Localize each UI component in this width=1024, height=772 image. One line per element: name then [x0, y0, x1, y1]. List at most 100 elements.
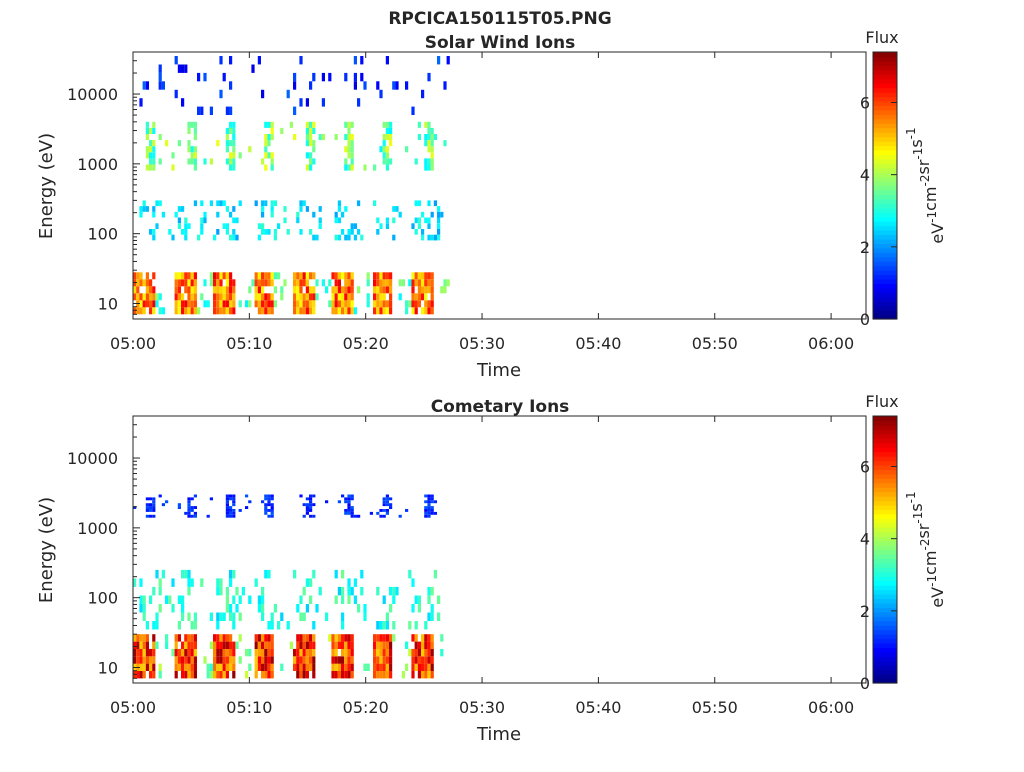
heatmap-cell [344, 497, 348, 501]
heatmap-cell [392, 206, 396, 212]
colorbar-segment [873, 149, 897, 155]
heatmap-cell [427, 648, 431, 657]
heatmap-cell [187, 140, 191, 147]
heatmap-cell [373, 648, 377, 657]
heatmap-cell [443, 140, 447, 147]
heatmap-cell [414, 158, 418, 165]
heatmap-cell [347, 595, 351, 604]
heatmap-cell [145, 506, 149, 509]
colorbar-segment [873, 451, 897, 457]
heatmap-cell [427, 272, 431, 280]
heatmap-cell [430, 300, 434, 308]
heatmap-cell [229, 663, 233, 671]
heatmap-cell [347, 671, 351, 679]
y-tick-label: 100 [87, 225, 118, 244]
heatmap-cell [152, 121, 156, 128]
heatmap-cell [139, 663, 143, 671]
heatmap-cell [337, 307, 341, 315]
heatmap-cell [206, 671, 210, 679]
heatmap-cell [190, 578, 194, 587]
x-axis-solar-wind: 05:00 05:10 05:20 05:30 05:40 05:50 06:00 [110, 52, 854, 353]
heatmap-cell [261, 656, 265, 664]
heatmap-cell [254, 200, 258, 207]
heatmap-cell [190, 279, 194, 287]
heatmap-cell [254, 279, 258, 287]
heatmap-cell [411, 106, 415, 115]
heatmap-cell [174, 656, 178, 664]
heatmap-cell [347, 503, 351, 507]
heatmap-cell [385, 509, 389, 512]
heatmap-cell [257, 286, 261, 294]
heatmap-cell [289, 641, 293, 649]
colorbar-segment [873, 172, 897, 178]
heatmap-cell [424, 514, 428, 518]
heatmap-cell [184, 671, 188, 679]
heatmap-cell [347, 494, 351, 498]
heatmap-cell [424, 511, 428, 515]
heatmap-cell [209, 200, 213, 207]
heatmap-cell [152, 158, 156, 165]
heatmap-cell [427, 140, 431, 147]
heatmap-cell [267, 514, 271, 518]
heatmap-cell [385, 300, 389, 308]
heatmap-cell [177, 503, 181, 507]
heatmap-cell [184, 641, 188, 649]
heatmap-cell [165, 634, 169, 642]
heatmap-cell [334, 569, 338, 579]
heatmap-cell [152, 497, 156, 501]
heatmap-cell [289, 121, 293, 128]
heatmap-cell [197, 307, 201, 315]
heatmap-cell [302, 514, 306, 518]
heatmap-cell [430, 286, 434, 294]
heatmap-cell [225, 223, 229, 229]
heatmap-cell [277, 621, 281, 630]
colorbar-segment [873, 571, 897, 577]
heatmap-cell [325, 500, 329, 504]
heatmap-cell [414, 656, 418, 664]
heatmap-cell [142, 307, 146, 315]
colorbar-segment [873, 198, 897, 204]
heatmap-cell [216, 211, 220, 218]
heatmap-cell [350, 286, 354, 294]
heatmap-cell [283, 279, 287, 287]
heatmap-cell [193, 286, 197, 294]
heatmap-cell [427, 671, 431, 679]
heatmap-cell [161, 503, 165, 507]
heatmap-cell [341, 612, 345, 621]
heatmap-cell [184, 307, 188, 315]
heatmap-cell [411, 634, 415, 642]
heatmap-cell [270, 494, 274, 498]
heatmap-cell [350, 146, 354, 153]
heatmap-cell [363, 612, 367, 621]
heatmap-cell [209, 671, 213, 679]
heatmap-cell [414, 200, 418, 207]
heatmap-cell [350, 279, 354, 287]
heatmap-cell [136, 671, 140, 679]
heatmap-cell [267, 621, 271, 630]
heatmap-cell [267, 503, 271, 507]
heatmap-cell [270, 634, 274, 642]
heatmap-cell [312, 211, 316, 218]
heatmap-cell [136, 272, 140, 280]
colorbar-segment [873, 473, 897, 479]
heatmap-cell [382, 634, 386, 642]
heatmap-cell [155, 300, 159, 308]
heatmap-cell [254, 641, 258, 649]
x-tick-label: 05:10 [226, 698, 272, 717]
heatmap-cell [158, 586, 162, 596]
heatmap-cell [357, 229, 361, 235]
heatmap-cell [152, 500, 156, 504]
heatmap-cell [430, 134, 434, 141]
colorbar-segment [873, 678, 897, 684]
heatmap-cell [270, 134, 274, 141]
heatmap-cell [225, 509, 229, 512]
colorbar-tick-label: 4 [860, 166, 870, 185]
heatmap-cell [305, 506, 309, 509]
heatmap-cell [232, 234, 236, 241]
heatmap-cell [347, 497, 351, 501]
heatmap-cell [280, 286, 284, 294]
heatmap-cell [296, 279, 300, 287]
heatmap-cell [264, 509, 268, 512]
colorbar-segment [873, 132, 897, 138]
heatmap-cell [334, 134, 338, 141]
